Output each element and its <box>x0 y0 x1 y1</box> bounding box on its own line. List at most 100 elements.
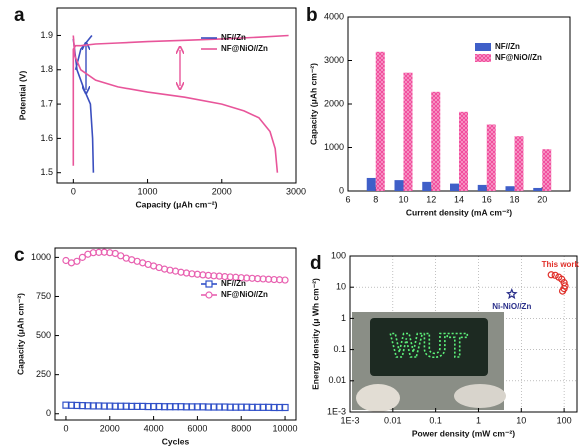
panel: c 0 2000 4000 6000 8000 10000 0 250 500 750 1000 Cyc… <box>14 245 298 446</box>
x-tick-label: 2000 <box>100 423 120 433</box>
inset-led-text: WUT <box>390 327 468 365</box>
y-axis-title: Capacity (μAh cm⁻²) <box>15 293 25 375</box>
legend-swatch <box>475 54 491 62</box>
legend-swatch <box>475 43 491 51</box>
legend-label: NF@NiO//Zn <box>221 290 268 299</box>
bar <box>450 183 459 191</box>
x-tick-label: 6000 <box>187 423 207 433</box>
bar <box>459 111 468 191</box>
x-tick-label: 16 <box>482 194 492 204</box>
x-tick-label: 10 <box>516 415 526 425</box>
y-tick-label: 1 <box>341 313 346 323</box>
hand <box>356 384 400 412</box>
x-tick-label: 8 <box>373 194 378 204</box>
x-tick-label: 20 <box>537 194 547 204</box>
y-axis-title: Capacity (μAh cm⁻²) <box>308 63 318 145</box>
led-panel <box>370 318 488 376</box>
bar <box>403 72 413 191</box>
x-tick-label: 4000 <box>144 423 164 433</box>
bar <box>375 51 385 191</box>
bar <box>477 184 487 191</box>
bar <box>533 187 543 191</box>
panel-label: c <box>14 245 25 266</box>
y-tick-label: 1000 <box>31 252 51 262</box>
legend-label: NF//Zn <box>221 279 246 288</box>
marker <box>547 271 555 279</box>
y-axis-title: Energy density (μ Wh cm⁻²) <box>310 278 320 390</box>
bar <box>542 149 552 191</box>
y-tick-label: 0.1 <box>333 344 346 354</box>
marker <box>505 288 518 300</box>
y-tick-label: 100 <box>331 250 346 260</box>
legend-label: NF//Zn <box>495 42 520 51</box>
y-tick-label: 1000 <box>324 142 344 152</box>
y-tick-label: 0 <box>339 185 344 195</box>
x-tick-label: 0 <box>71 186 76 196</box>
plot-frame <box>349 255 578 413</box>
y-tick-label: 1.6 <box>40 133 53 143</box>
y-tick-label: 3000 <box>324 55 344 65</box>
panel: b 6 8 10 12 14 16 18 20 0 1000 2000 3000 4000 Current … <box>306 5 571 217</box>
y-tick-label: 1.8 <box>40 64 53 74</box>
bar <box>514 136 524 191</box>
series-label: Ni-NiO//Zn <box>492 302 531 311</box>
bar <box>394 180 404 191</box>
x-tick-label: 1E-3 <box>340 415 359 425</box>
y-tick-label: 250 <box>36 369 51 379</box>
legend-label: NF@NiO//Zn <box>495 53 542 62</box>
x-axis-title: Capacity (μAh cm⁻²) <box>136 199 218 209</box>
bar <box>486 124 496 191</box>
x-tick-label: 12 <box>426 194 436 204</box>
x-tick-label: 14 <box>454 194 464 204</box>
bar <box>431 91 441 191</box>
panel-label: a <box>14 5 25 26</box>
bar <box>422 181 432 191</box>
x-tick-label: 10000 <box>273 423 298 433</box>
bar <box>505 186 515 191</box>
legend-label: NF@NiO//Zn <box>221 44 268 53</box>
y-tick-label: 500 <box>36 330 51 340</box>
panel-label: b <box>306 5 318 26</box>
x-axis-title: Current density (mA cm⁻²) <box>406 207 512 217</box>
series-line <box>72 34 95 173</box>
marker <box>281 403 289 412</box>
x-tick-label: 10 <box>398 194 408 204</box>
y-tick-label: 2000 <box>324 98 344 108</box>
marker <box>205 280 213 288</box>
x-tick-label: 6 <box>345 194 350 204</box>
marker <box>558 287 567 295</box>
x-axis-title: Cycles <box>162 436 190 446</box>
inset-photo: WUT <box>352 312 506 412</box>
y-tick-label: 4000 <box>324 11 344 21</box>
y-tick-label: 750 <box>36 291 51 301</box>
series-line <box>72 34 289 173</box>
x-tick-label: 8000 <box>231 423 251 433</box>
x-tick-label: 1000 <box>138 186 158 196</box>
bar <box>366 177 376 191</box>
x-tick-label: 1 <box>476 415 481 425</box>
y-tick-label: 1E-3 <box>327 406 346 416</box>
y-tick-label: 1.7 <box>40 98 53 108</box>
x-axis-title: Power density (mW cm⁻²) <box>412 428 515 438</box>
y-axis-title: Potential (V) <box>17 71 27 121</box>
marker <box>73 257 81 265</box>
marker <box>205 291 213 299</box>
legend-label: NF//Zn <box>221 33 246 42</box>
y-tick-label: 10 <box>336 282 346 292</box>
plot-frame <box>54 247 297 421</box>
x-tick-label: 0 <box>63 423 68 433</box>
marker <box>551 271 559 279</box>
marker <box>281 276 289 284</box>
y-tick-label: 1.9 <box>40 30 53 40</box>
marker <box>78 253 86 261</box>
panel: a 0 1000 2000 3000 1.5 1.6 1.7 1.8 1.9 Capacity (μ… <box>14 5 306 209</box>
x-tick-label: 2000 <box>212 186 232 196</box>
x-tick-label: 18 <box>509 194 519 204</box>
x-tick-label: 100 <box>557 415 572 425</box>
panel-label: d <box>310 253 322 274</box>
panel: d 1E-3 0.01 0.1 1 10 100 1E-3 0.01 0.1 1 10 100 Power… <box>310 250 580 438</box>
y-tick-label: 0 <box>46 408 51 418</box>
hand <box>454 384 506 408</box>
